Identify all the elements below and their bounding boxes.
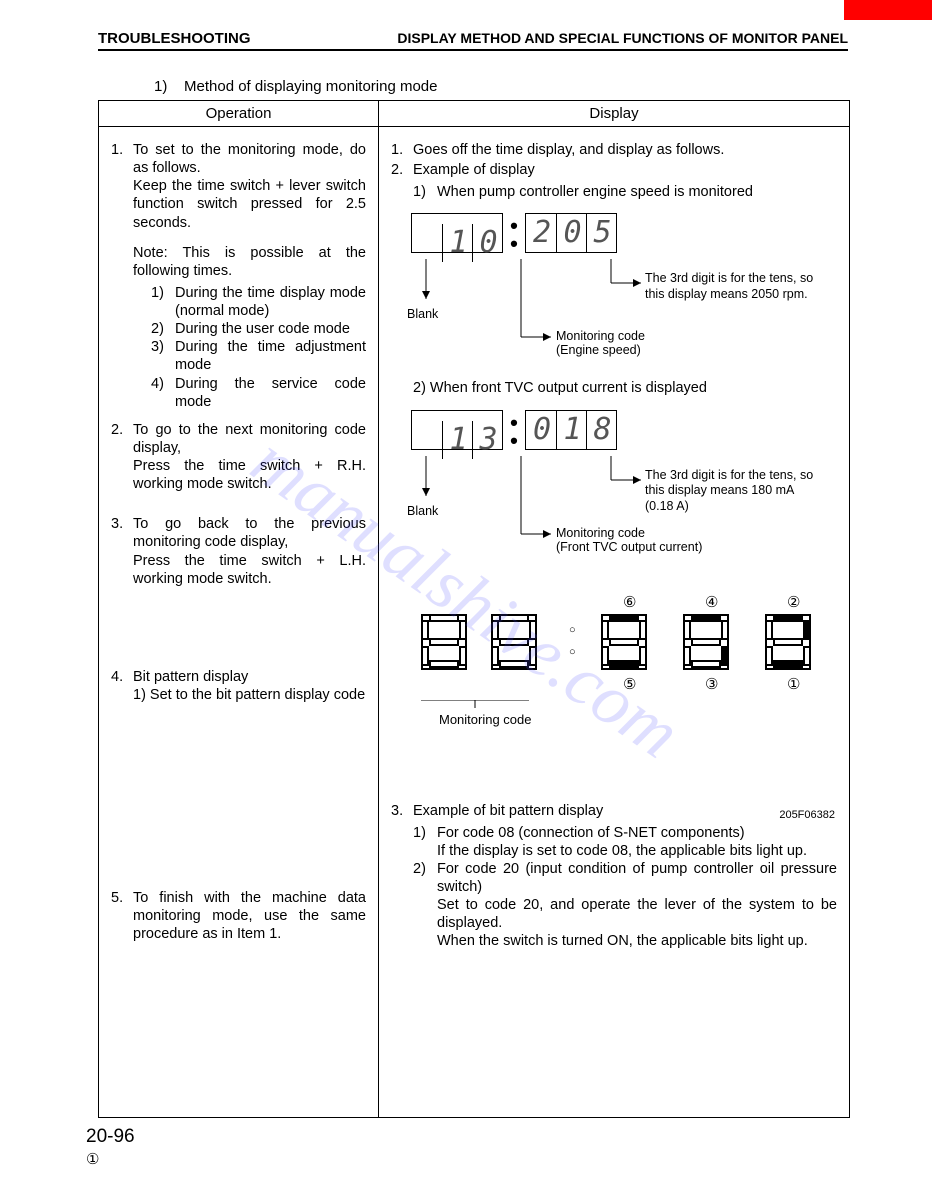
header-left: TROUBLESHOOTING [98,30,251,47]
main-table: Operation Display 1. To set to the monit… [98,100,850,1118]
section-text: Method of displaying monitoring mode [184,78,437,95]
bit-pattern-display: ⑥ ④ ② ⑤ ③ ① ○ ○ [411,612,837,732]
seg-display-1: 10 205 [411,213,837,255]
red-corner-bar [844,0,932,20]
colon-icon [507,410,521,450]
callout-1: Blank Monitoring code (Engine speed) The… [411,259,837,379]
callout-2: Blank Monitoring code (Front TVC output … [411,456,837,576]
op-item-2: 2. To go to the next monitoring code dis… [111,421,366,494]
op-item-3: 3. To go back to the previous monitoring… [111,515,366,588]
bit-digit [421,614,467,670]
bit-digit [491,614,537,670]
bit-digit [683,614,729,670]
page-header: TROUBLESHOOTING DISPLAY METHOD AND SPECI… [98,30,848,51]
page-footer: 20-96 ① [86,1126,135,1168]
th-display: Display [379,101,849,126]
colon-icon [507,213,521,253]
display-col: 1.Goes off the time display, and display… [379,127,849,1117]
bit-digit [765,614,811,670]
section-title: 1) Method of displaying monitoring mode [154,78,438,95]
footer-circle: ① [86,1150,135,1168]
example-2-title: 2) When front TVC output current is disp… [413,379,837,397]
page-number: 20-96 [86,1126,135,1147]
op-item-4: 4. Bit pattern display 1) Set to the bit… [111,668,366,704]
th-operation: Operation [99,101,379,126]
op-item-1: 1. To set to the monitoring mode, do as … [111,141,366,411]
header-right: DISPLAY METHOD AND SPECIAL FUNCTIONS OF … [397,30,848,47]
table-head: Operation Display [99,101,849,127]
op-item-5: 5. To finish with the machine data monit… [111,889,366,943]
operation-col: 1. To set to the monitoring mode, do as … [99,127,379,1117]
seg-display-2: 13 018 [411,410,837,452]
bit-digit [601,614,647,670]
figure-ref: 205F06382 [779,809,835,823]
section-num: 1) [154,78,167,95]
table-body: 1. To set to the monitoring mode, do as … [99,127,849,1117]
